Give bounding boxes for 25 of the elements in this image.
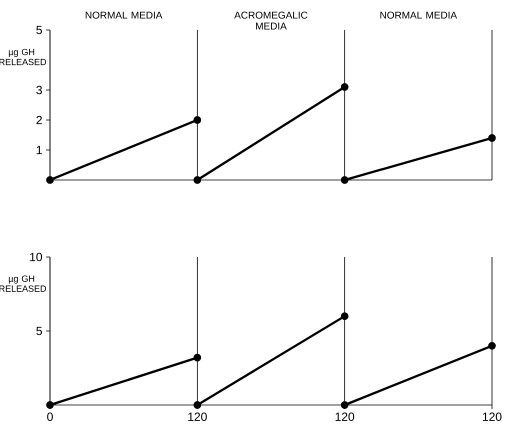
y-tick-label: 3 — [36, 86, 42, 94]
point — [340, 401, 349, 409]
point — [46, 401, 54, 409]
y-tick-label: 5 — [36, 26, 42, 34]
point — [488, 342, 496, 350]
point — [194, 401, 202, 409]
point — [340, 312, 349, 320]
point — [46, 176, 54, 184]
text: NORMAL MEDIA — [86, 12, 162, 19]
point — [340, 176, 349, 184]
point — [340, 83, 349, 91]
y-tick-label: 2 — [36, 116, 42, 124]
y-tick-label: 10 — [30, 252, 42, 262]
x-tick-label: 120 — [336, 412, 354, 421]
y-tick-label: 5 — [36, 326, 42, 336]
y-tick-label: 1 — [36, 146, 42, 154]
x-tick-label: 120 — [188, 412, 207, 421]
text: ACROMEGALIC MEDIA — [234, 12, 308, 30]
x-tick-label: 120 — [482, 412, 502, 421]
point — [194, 176, 202, 184]
text: NORMAL MEDIA — [380, 12, 458, 19]
x-tick-label: 0 — [47, 412, 53, 421]
point — [488, 134, 496, 142]
point — [194, 354, 202, 362]
point — [194, 116, 202, 124]
